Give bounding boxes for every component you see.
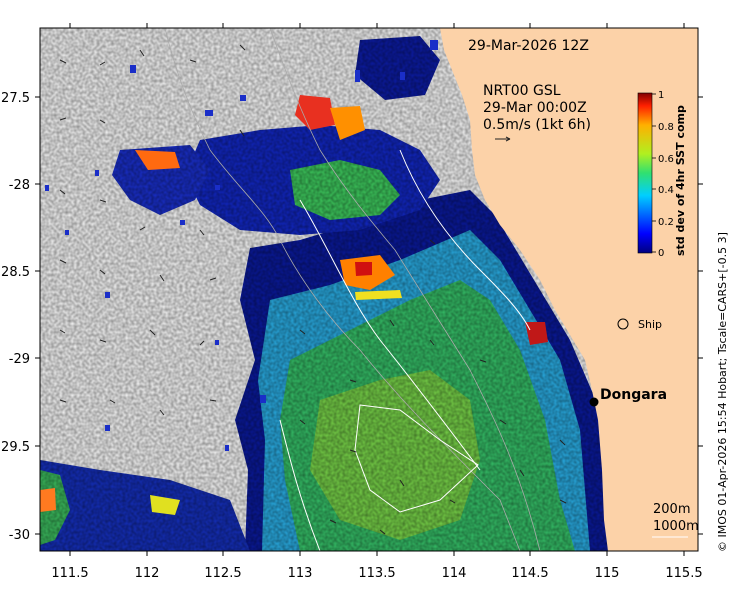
hotspot-sw bbox=[40, 488, 56, 512]
x-tick: 112.5 bbox=[204, 566, 241, 581]
y-tick: -30 bbox=[9, 528, 30, 543]
colorbar: 1 0.8 0.6 0.4 0.2 0 std dev of 4hr SST c… bbox=[637, 90, 687, 259]
current-title: NRT00 GSL bbox=[483, 83, 561, 99]
hotspot-north bbox=[295, 95, 335, 130]
colorbar-tick: 0 bbox=[658, 248, 664, 259]
colorbar-gradient bbox=[637, 92, 653, 254]
x-tick: 112 bbox=[135, 566, 160, 581]
hotspot-mid-red bbox=[355, 262, 372, 276]
y-axis: 27.5 -28 28.5 -29 29.5 -30 bbox=[1, 91, 703, 543]
white-contours bbox=[279, 149, 531, 551]
y-tick: -29 bbox=[9, 352, 30, 367]
y-tick: 27.5 bbox=[1, 91, 30, 106]
credit-text: © IMOS 01-Apr-2026 15:54 Hobart; Tscale=… bbox=[716, 232, 729, 552]
bathymetry-contours bbox=[164, 28, 541, 551]
colorbar-label: std dev of 4hr SST comp bbox=[674, 105, 687, 256]
isobath-200-label: 200m bbox=[653, 502, 690, 517]
x-tick: 115.5 bbox=[665, 566, 702, 581]
land-australia bbox=[440, 28, 698, 551]
isobath-1000-label: 1000m bbox=[653, 519, 699, 534]
x-tick: 113 bbox=[288, 566, 313, 581]
current-time: 29-Mar 00:00Z bbox=[483, 100, 587, 116]
x-tick: 113.5 bbox=[358, 566, 395, 581]
colorbar-tick: 1 bbox=[658, 90, 664, 101]
colorbar-tick: 0.4 bbox=[658, 185, 674, 196]
hotspot-coast bbox=[525, 322, 548, 345]
x-tick: 114 bbox=[442, 566, 467, 581]
yellow-streak bbox=[355, 290, 402, 300]
ship-marker bbox=[617, 318, 629, 330]
scattered-pixels bbox=[45, 40, 438, 451]
date-title: 29-Mar-2026 12Z bbox=[468, 38, 589, 54]
colorbar-tick: 0.6 bbox=[658, 154, 674, 165]
ship-label: Ship bbox=[638, 318, 662, 331]
x-tick: 111.5 bbox=[51, 566, 88, 581]
hotspot-north2 bbox=[330, 106, 365, 140]
dongara-marker bbox=[589, 397, 599, 407]
y-tick: 29.5 bbox=[1, 440, 30, 455]
x-axis: 111.5 112 112.5 113 113.5 114 114.5 115 … bbox=[51, 23, 703, 581]
colorbar-tick: 0.8 bbox=[658, 122, 674, 133]
y-tick: 28.5 bbox=[1, 265, 30, 280]
plot-frame bbox=[39, 27, 699, 552]
dongara-label: Dongara bbox=[600, 387, 667, 403]
current-vectors bbox=[59, 44, 567, 535]
hotspot-sw2 bbox=[150, 495, 180, 515]
y-tick: -28 bbox=[9, 178, 30, 193]
x-tick: 114.5 bbox=[511, 566, 548, 581]
hotspot-west bbox=[135, 150, 180, 170]
x-tick: 115 bbox=[595, 566, 620, 581]
current-scale: 0.5m/s (1kt 6h) bbox=[483, 117, 591, 133]
colorbar-tick: 0.2 bbox=[658, 217, 674, 228]
